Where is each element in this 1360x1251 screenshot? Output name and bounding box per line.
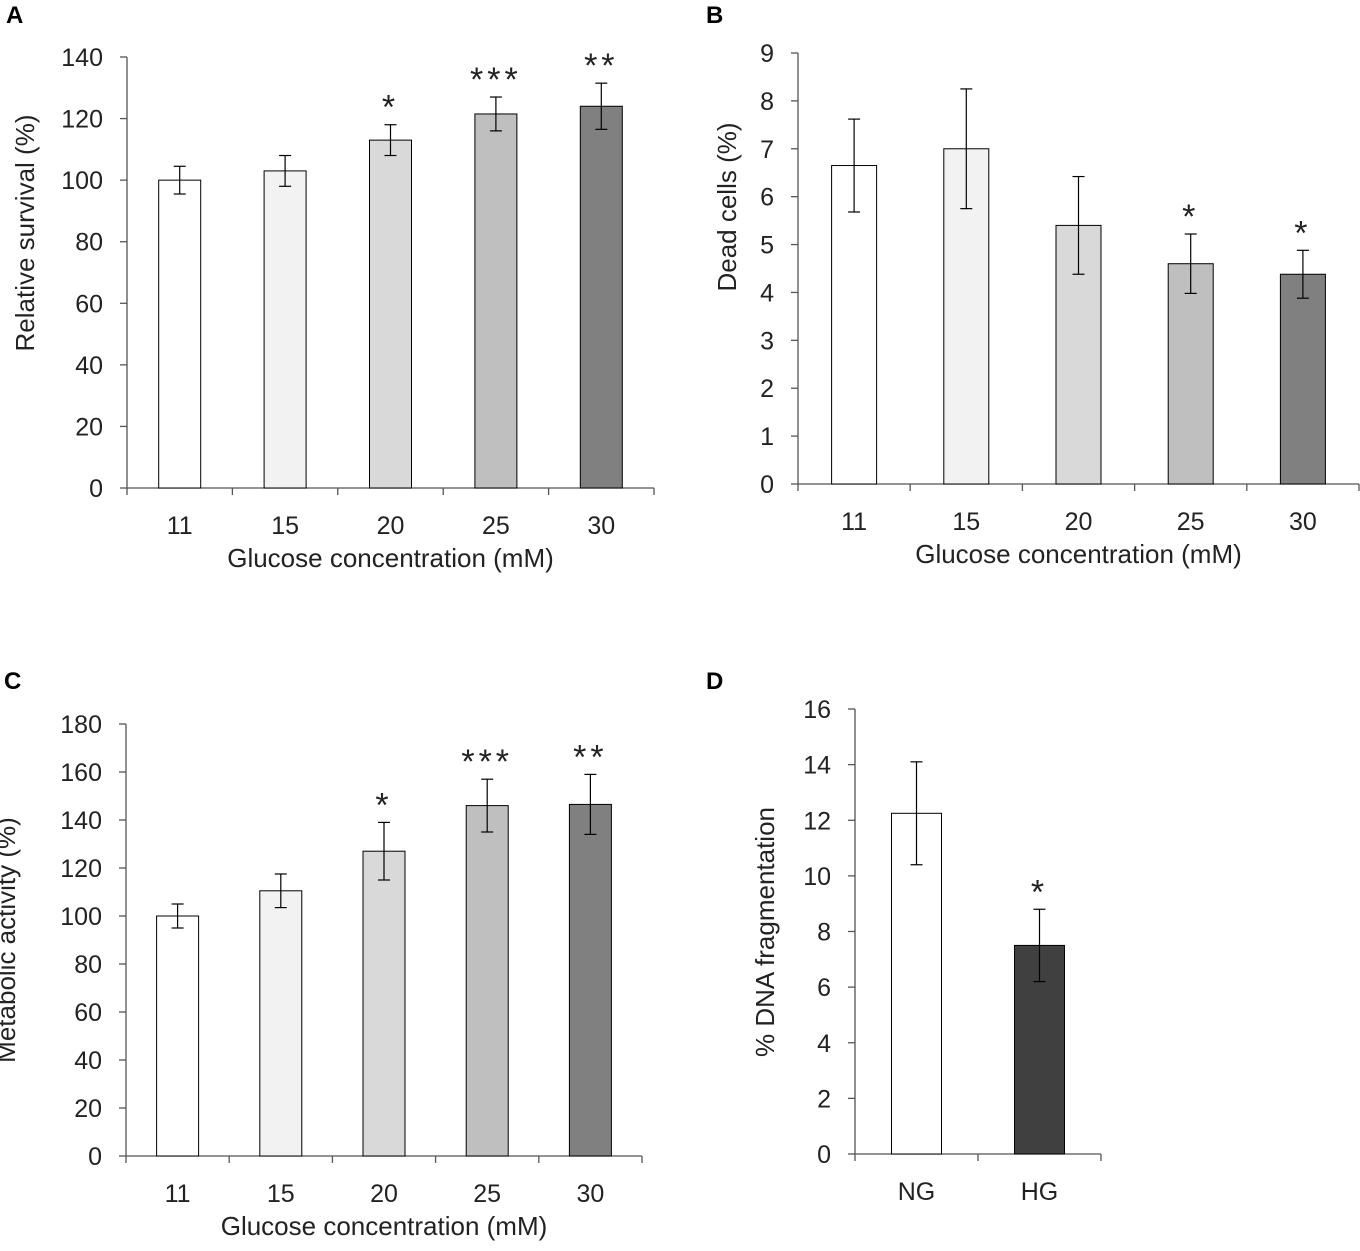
bar-30 [579,105,623,489]
x-tick-label: 11 [165,1180,191,1208]
significance-marker: ** [573,738,607,776]
x-tick-label: NG [898,1178,936,1206]
x-tick-label: 20 [370,1180,398,1208]
bar-30 [1279,273,1326,485]
bar-30 [568,803,612,1157]
y-tick-label: 7 [760,136,774,164]
bar-20 [369,139,412,489]
x-tick-label: 30 [1289,508,1317,536]
x-tick-label: 30 [587,512,615,540]
y-tick-label: 20 [75,413,103,441]
chart-panel-d: 0 2 4 6 8 10 12 14 16 NG * HG % DNA fragmentation [750,696,1102,1206]
panel-label-c: C [4,668,22,695]
significance-marker: * [382,89,399,127]
significance-marker: *** [470,61,522,99]
y-tick-label: 120 [61,106,103,134]
y-tick-label: 140 [61,44,103,72]
y-tick-label: 60 [75,290,103,318]
y-tick-label: 16 [803,696,831,724]
bar-11 [831,165,878,485]
y-tick-label: 10 [803,863,831,891]
x-tick-label: 15 [267,1180,295,1208]
significance-marker: * [375,786,392,824]
panel-label-d: D [706,668,724,695]
chart-panel-a: 0 20 40 60 80 100 120 140 11 15 * 20 *** 25 ** 30 Glucos… [10,44,655,573]
y-tick-label: 6 [760,184,774,212]
x-tick-label: 25 [473,1180,501,1208]
y-axis-title: Metabolic activity (%) [0,817,21,1063]
y-tick-label: 2 [817,1085,831,1113]
y-tick-label: 8 [760,88,774,116]
significance-marker: * [1031,873,1048,911]
x-axis-title: Glucose concentration (mM) [227,543,554,573]
x-tick-label: 20 [377,512,405,540]
x-tick-label: HG [1021,1178,1059,1206]
x-tick-label: 25 [1177,508,1205,536]
y-tick-label: 9 [760,40,774,68]
x-tick-label: 11 [841,508,867,536]
y-tick-label: 60 [74,999,102,1027]
y-tick-label: 120 [60,855,102,883]
y-tick-label: 0 [88,1143,102,1171]
significance-marker: ** [584,47,618,85]
y-tick-label: 100 [61,167,103,195]
y-tick-label: 4 [760,279,774,307]
bar-15 [263,170,307,489]
y-tick-label: 140 [60,807,102,835]
y-tick-label: 2 [760,375,774,403]
x-axis-title: Glucose concentration (mM) [221,1211,548,1241]
y-tick-label: 12 [803,807,831,835]
bar-20 [362,850,406,1157]
y-tick-label: 8 [817,919,831,947]
y-tick-label: 3 [760,327,774,355]
y-tick-label: 80 [74,951,102,979]
x-tick-label: 15 [952,508,980,536]
y-tick-label: 14 [803,752,831,780]
panel-label-b: B [706,2,724,29]
y-tick-label: 80 [75,229,103,257]
bar-11 [156,915,200,1157]
bar-25 [1167,263,1214,485]
y-axis-title: % DNA fragmentation [750,807,780,1057]
chart-panel-b: 0 1 2 3 4 5 6 7 8 9 11 15 20 * 25 * 30 Glucose concentrat… [712,40,1360,569]
x-tick-label: 15 [271,512,299,540]
y-tick-label: 0 [89,475,103,503]
y-tick-label: 0 [817,1141,831,1169]
y-tick-label: 6 [817,974,831,1002]
y-tick-label: 20 [74,1095,102,1123]
chart-panel-c: 0 20 40 60 80 100 120 140 160 180 11 15 * 20 *** 25 ** 30… [0,711,643,1241]
significance-marker: * [1294,214,1311,252]
y-tick-label: 100 [60,903,102,931]
bar-15 [259,890,303,1157]
x-tick-label: 11 [167,512,193,540]
y-axis-title: Relative survival (%) [10,115,40,352]
panel-label-a: A [6,2,24,29]
y-tick-label: 180 [60,711,102,739]
y-tick-label: 0 [760,471,774,499]
x-tick-label: 25 [482,512,510,540]
y-tick-label: 40 [75,352,103,380]
bar-25 [474,113,518,489]
y-tick-label: 1 [760,423,774,451]
y-tick-label: 160 [60,759,102,787]
significance-marker: * [1182,198,1199,236]
y-tick-label: 40 [74,1047,102,1075]
y-axis-title: Dead cells (%) [712,122,742,291]
x-tick-label: 20 [1065,508,1093,536]
bar-ng [891,812,942,1155]
bar-11 [158,179,202,489]
bar-25 [465,805,509,1157]
x-axis-title: Glucose concentration (mM) [915,539,1242,569]
y-tick-label: 4 [817,1030,831,1058]
significance-marker: *** [461,743,513,781]
x-tick-label: 30 [576,1180,604,1208]
y-tick-label: 5 [760,232,774,260]
